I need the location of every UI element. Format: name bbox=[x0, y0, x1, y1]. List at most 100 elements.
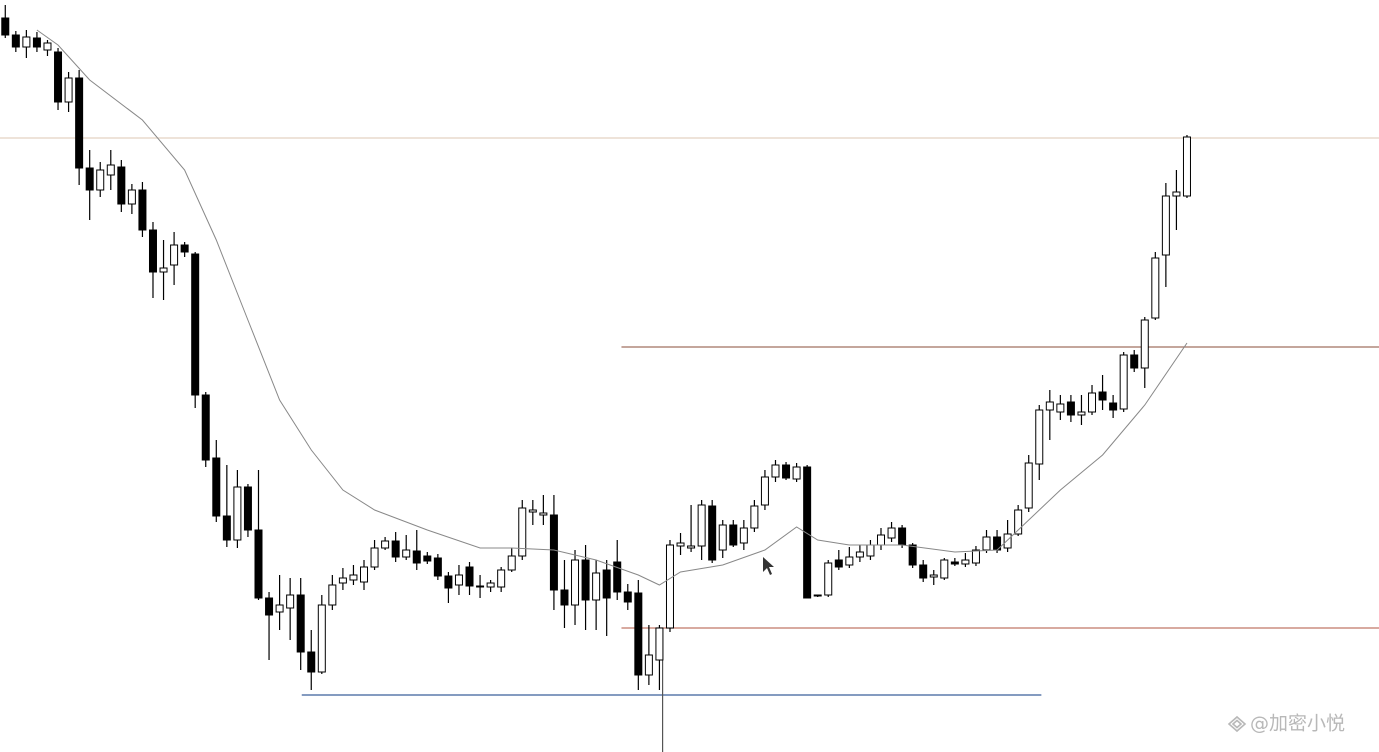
candle-body bbox=[233, 486, 242, 541]
candle-body bbox=[1098, 391, 1107, 401]
candle-body bbox=[465, 566, 474, 587]
candle-body bbox=[560, 589, 569, 606]
candle-body bbox=[412, 550, 421, 564]
candle-body bbox=[148, 229, 157, 273]
candle-body bbox=[254, 529, 263, 599]
candle-body bbox=[96, 169, 105, 191]
candle-body bbox=[159, 267, 168, 273]
candle-body bbox=[824, 562, 833, 596]
candle-body bbox=[328, 584, 337, 606]
candle-body bbox=[106, 164, 115, 176]
candle-body bbox=[170, 244, 179, 266]
candle-body bbox=[1182, 136, 1191, 197]
candle-body bbox=[1056, 403, 1065, 413]
watermark: @加密小悦 bbox=[1250, 713, 1345, 735]
candle-body bbox=[866, 544, 875, 557]
candle-body bbox=[961, 559, 970, 565]
candle-body bbox=[212, 457, 221, 517]
candle-body bbox=[581, 559, 590, 601]
candle-body bbox=[85, 167, 94, 191]
candle-body bbox=[1035, 409, 1044, 465]
candle-body bbox=[687, 545, 696, 549]
candle-body bbox=[75, 77, 84, 169]
candle-body bbox=[1045, 401, 1054, 411]
candle-body bbox=[919, 564, 928, 579]
candle-body bbox=[571, 559, 580, 606]
candle-body bbox=[317, 604, 326, 673]
candle-body bbox=[518, 507, 527, 557]
candle-body bbox=[243, 486, 252, 531]
candle-body bbox=[486, 582, 495, 588]
candle-body bbox=[834, 559, 843, 568]
candle-body bbox=[117, 166, 126, 205]
candle-body bbox=[528, 509, 537, 513]
candle-body bbox=[655, 627, 664, 661]
candle-body bbox=[1014, 509, 1023, 535]
candle-body bbox=[360, 566, 369, 583]
candle-body bbox=[855, 551, 864, 558]
candle-body bbox=[929, 574, 938, 578]
candle-body bbox=[391, 540, 400, 558]
candle-body bbox=[676, 542, 685, 547]
candle-body bbox=[1088, 392, 1097, 413]
candle-body bbox=[180, 244, 189, 253]
candle-body bbox=[43, 42, 52, 51]
candle-body bbox=[950, 561, 959, 565]
plot bbox=[0, 5, 1379, 752]
candle-body bbox=[644, 654, 653, 676]
candle-body bbox=[1024, 462, 1033, 509]
candle-body bbox=[191, 253, 200, 396]
candle-body bbox=[138, 189, 147, 231]
candle-body bbox=[32, 37, 41, 48]
candle-body bbox=[349, 574, 358, 581]
candle-body bbox=[845, 556, 854, 566]
candle-body bbox=[782, 464, 791, 479]
cursor bbox=[763, 557, 774, 575]
candle-body bbox=[222, 515, 231, 541]
candle-body bbox=[444, 575, 453, 589]
candle-body bbox=[1109, 402, 1118, 411]
candle-body bbox=[454, 574, 463, 586]
candle-body bbox=[1, 17, 10, 36]
candle-body bbox=[338, 577, 347, 584]
candle-body bbox=[265, 597, 274, 616]
candle-body bbox=[539, 512, 548, 516]
candle-body bbox=[623, 591, 632, 603]
candle-body bbox=[1140, 319, 1149, 369]
candle-body bbox=[613, 561, 622, 593]
candle-body bbox=[634, 592, 643, 676]
watermark-icon bbox=[1227, 715, 1247, 733]
moving-average bbox=[36, 29, 1188, 586]
candle-body bbox=[592, 572, 601, 601]
candle-body bbox=[54, 51, 63, 103]
candle-body bbox=[602, 569, 611, 599]
candle-body bbox=[908, 544, 917, 566]
candle-body bbox=[813, 594, 822, 597]
candle-body bbox=[739, 527, 748, 544]
candle-body bbox=[898, 527, 907, 546]
candle-body bbox=[971, 549, 980, 564]
candle-body bbox=[370, 547, 379, 568]
candle-body bbox=[1066, 401, 1075, 416]
candle-body bbox=[423, 555, 432, 562]
candle-body bbox=[665, 544, 674, 629]
candle-body bbox=[476, 585, 485, 588]
candle-body bbox=[275, 604, 284, 613]
candle-body bbox=[402, 549, 411, 558]
candle-body bbox=[940, 559, 949, 579]
candle-body bbox=[1003, 533, 1012, 549]
candle-body bbox=[64, 77, 73, 103]
candle-body bbox=[1172, 191, 1181, 197]
candle-body bbox=[1119, 354, 1128, 410]
candle-body bbox=[792, 466, 801, 480]
candle-body bbox=[549, 514, 558, 591]
candle-body bbox=[876, 534, 885, 546]
candle-body bbox=[750, 505, 759, 529]
candle-body bbox=[1130, 354, 1139, 369]
candle-body bbox=[497, 569, 506, 588]
candle-body bbox=[1151, 257, 1160, 319]
candle-body bbox=[22, 36, 31, 48]
candle-body bbox=[381, 540, 390, 549]
candle-body bbox=[11, 34, 20, 48]
